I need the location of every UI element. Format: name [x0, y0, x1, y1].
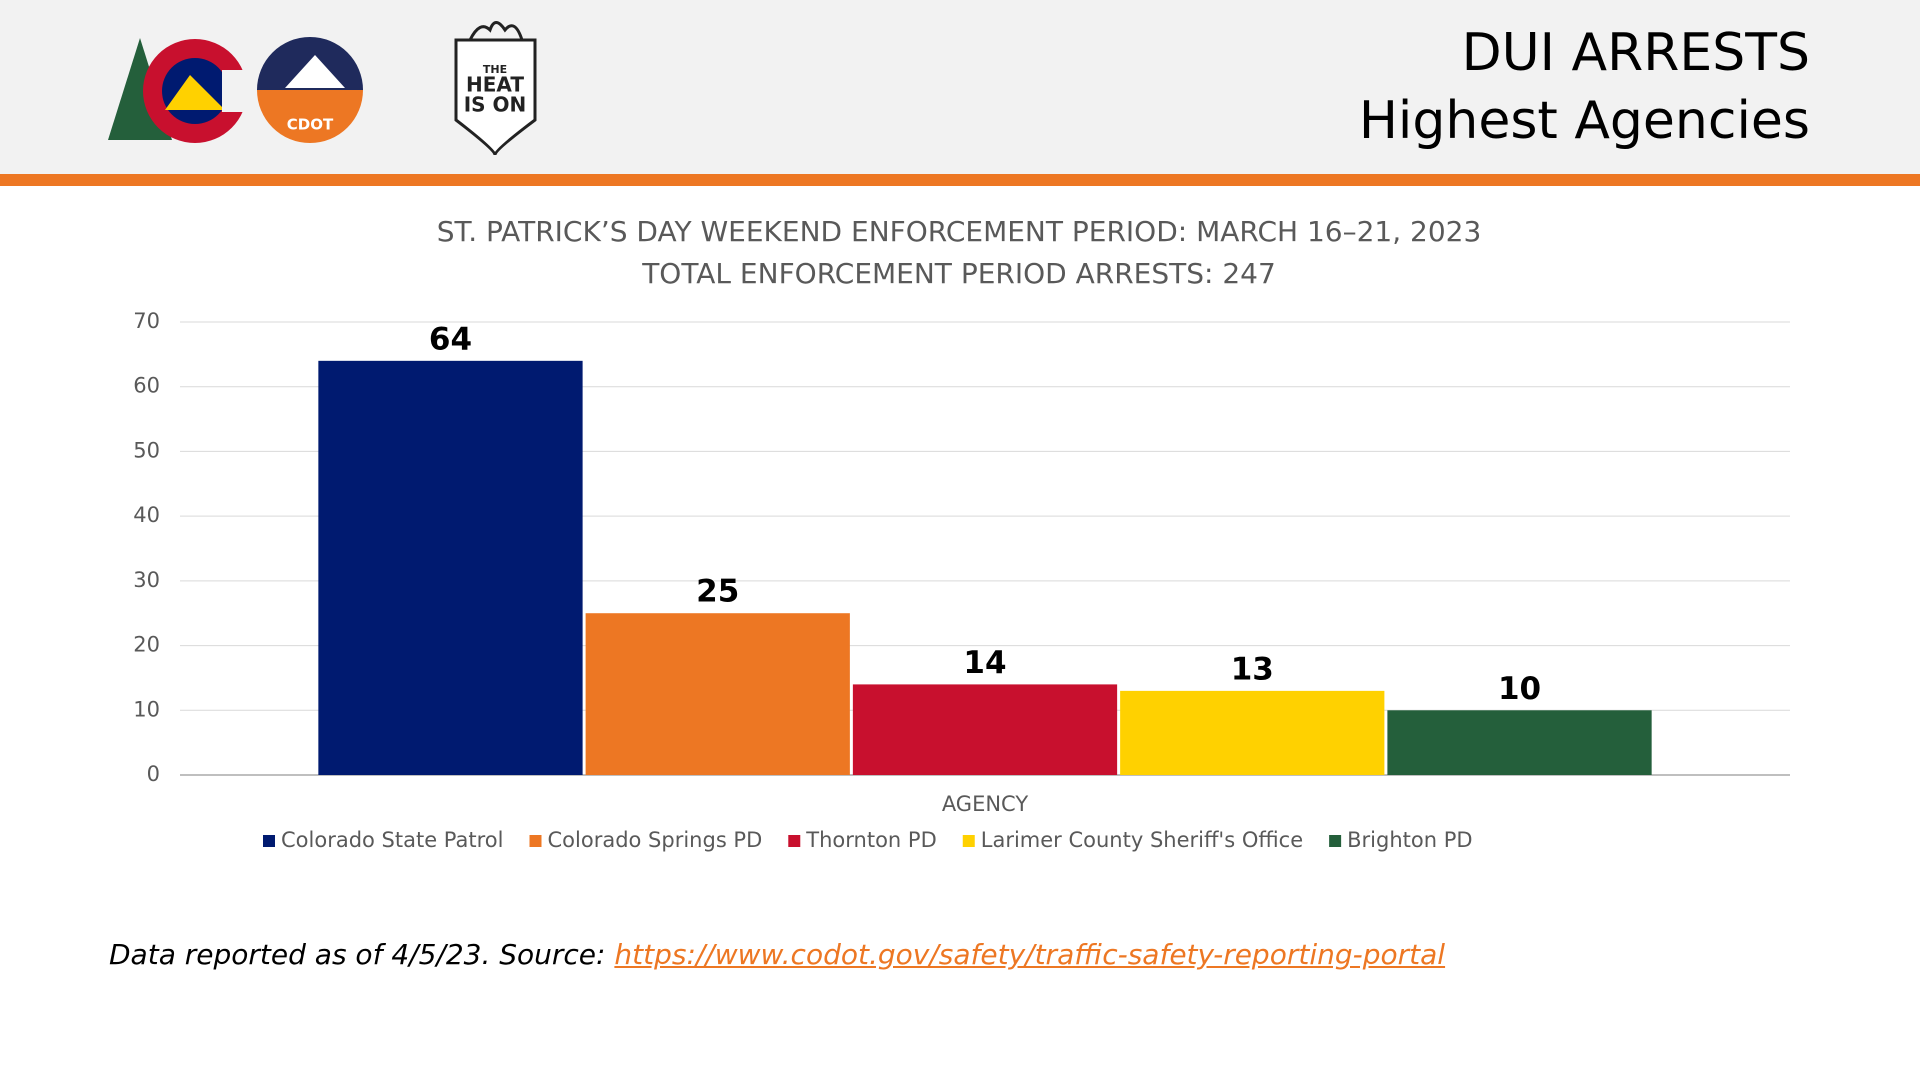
- bar: [1120, 690, 1385, 775]
- x-axis-label: AGENCY: [942, 792, 1029, 816]
- y-tick-label: 40: [133, 503, 160, 527]
- slide-title: DUI ARRESTS: [1462, 23, 1810, 83]
- slide-title: Highest Agencies: [1359, 91, 1810, 151]
- data-label: 13: [1231, 651, 1274, 687]
- legend-swatch: [263, 835, 275, 847]
- chart-title: ST. PATRICK’S DAY WEEKEND ENFORCEMENT PE…: [437, 215, 1482, 248]
- data-label: 25: [696, 574, 739, 610]
- logo-text: HEAT: [466, 73, 524, 97]
- y-tick-label: 10: [133, 697, 160, 721]
- y-tick-label: 60: [133, 374, 160, 398]
- bar: [1387, 710, 1652, 775]
- source-link[interactable]: https://www.codot.gov/safety/traffic-saf…: [614, 938, 1446, 971]
- data-label: 64: [429, 321, 472, 357]
- legend-label: Brighton PD: [1347, 828, 1472, 852]
- footer-text: Data reported as of 4/5/23. Source:: [109, 938, 615, 971]
- legend-label: Larimer County Sheriff's Office: [981, 828, 1303, 852]
- chart-title: TOTAL ENFORCEMENT PERIOD ARRESTS: 247: [641, 257, 1276, 290]
- data-label: 10: [1498, 671, 1541, 707]
- y-tick-label: 50: [133, 438, 160, 462]
- cdot-logo: CDOT: [257, 37, 363, 143]
- logo-text: THE: [483, 63, 507, 76]
- colorado-logo: [108, 38, 252, 143]
- bar: [852, 684, 1118, 775]
- logo-text: CDOT: [287, 116, 334, 134]
- legend-swatch: [962, 835, 975, 847]
- y-tick-label: 20: [133, 633, 160, 657]
- data-label: 14: [963, 645, 1006, 681]
- bar: [318, 360, 583, 775]
- y-tick-label: 0: [147, 762, 160, 786]
- legend-label: Colorado State Patrol: [281, 828, 504, 852]
- footer: Data reported as of 4/5/23. Source: http…: [109, 938, 1445, 971]
- legend-swatch: [529, 835, 542, 847]
- legend-label: Thornton PD: [805, 828, 936, 852]
- heat-logo: THE HEAT IS ON: [454, 21, 537, 156]
- bar: [585, 613, 850, 775]
- legend-swatch: [788, 835, 801, 847]
- accent-bar: [0, 174, 1920, 186]
- legend-swatch: [1329, 835, 1342, 847]
- y-tick-label: 70: [133, 309, 160, 333]
- y-tick-label: 30: [133, 568, 160, 592]
- logo-text: IS ON: [464, 93, 527, 117]
- legend-label: Colorado Springs PD: [548, 828, 763, 852]
